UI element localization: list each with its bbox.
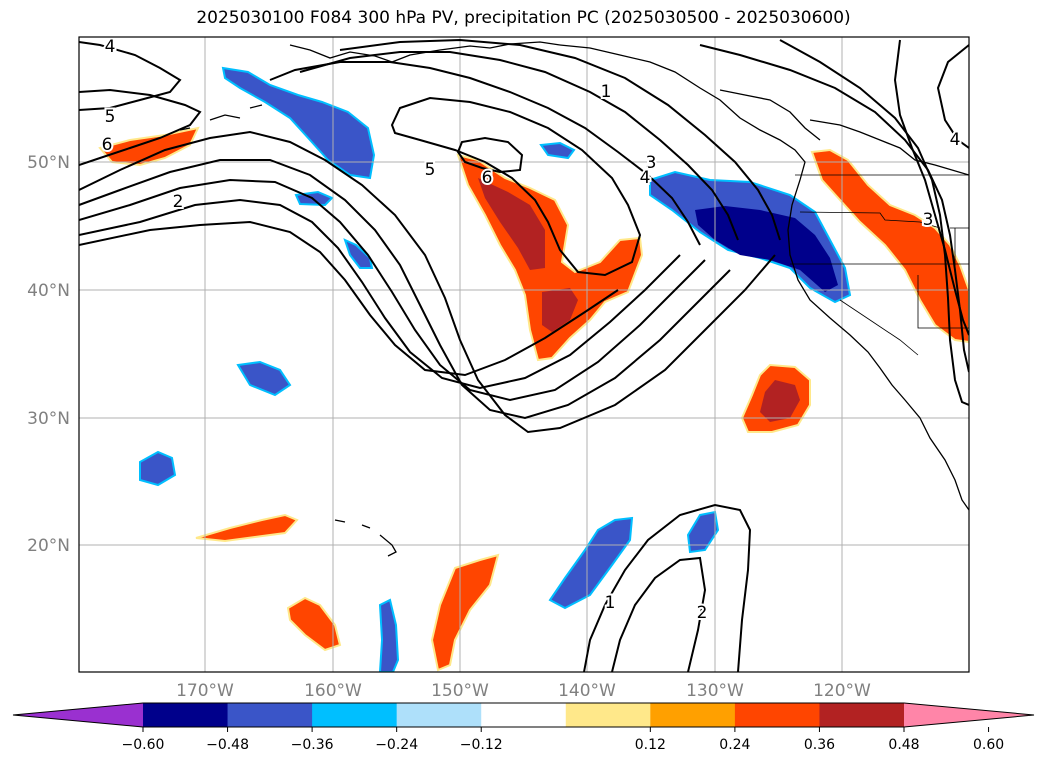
contour-label: 1 xyxy=(605,593,616,613)
lon-labels: 170°W 160°W 150°W 140°W 130°W 120°W xyxy=(176,681,871,701)
lon-label: 150°W xyxy=(431,681,489,701)
lat-label: 20°N xyxy=(27,536,70,556)
colorbar-segment xyxy=(565,703,651,727)
lon-label: 140°W xyxy=(558,681,616,701)
lat-label: 30°N xyxy=(27,409,70,429)
lat-labels: 50°N 40°N 30°N 20°N xyxy=(27,153,70,556)
precip-positive-region xyxy=(430,553,500,672)
precip-shading xyxy=(98,66,969,672)
colorbar-segment xyxy=(312,703,398,727)
lon-label: 120°W xyxy=(813,681,871,701)
contour-label: 2 xyxy=(697,603,708,623)
contour-labels: 4 5 6 2 5 6 1 3 4 4 3 1 2 xyxy=(100,37,963,625)
colorbar-extend-left xyxy=(13,703,143,727)
contour-label: 4 xyxy=(950,130,961,150)
colorbar-segment xyxy=(143,703,229,727)
colorbar-segment xyxy=(819,703,905,727)
colorbar-segment xyxy=(481,703,567,727)
colorbar-tick-label: 0.36 xyxy=(804,737,835,753)
contour-label: 6 xyxy=(482,168,493,188)
contour-label: 5 xyxy=(105,107,116,127)
map-title: 2025030100 F084 300 hPa PV, precipitatio… xyxy=(196,8,851,28)
colorbar-segment xyxy=(650,703,736,727)
colorbar-tick-label: 0.60 xyxy=(973,737,1004,753)
lat-label: 40°N xyxy=(27,281,70,301)
precip-negative-region xyxy=(236,360,292,397)
contour-label: 4 xyxy=(640,168,651,188)
gridlines xyxy=(79,37,969,672)
colorbar-tick-label: −0.12 xyxy=(460,737,503,753)
contour-label: 2 xyxy=(173,192,184,212)
political-borders xyxy=(790,174,969,356)
colorbar-extend-right xyxy=(904,703,1034,727)
precip-positive-region xyxy=(286,596,342,652)
contour-label: 3 xyxy=(923,210,934,230)
contour-label: 5 xyxy=(425,160,436,180)
contour-label: 4 xyxy=(105,37,116,57)
colorbar-tick-label: −0.36 xyxy=(291,737,334,753)
colorbar-segment xyxy=(396,703,482,727)
colorbar-tick-label: 0.24 xyxy=(719,737,750,753)
precip-positive-core xyxy=(760,380,800,422)
contour-label: 3 xyxy=(646,153,657,173)
map-frame xyxy=(78,36,970,673)
contour-label: 1 xyxy=(601,82,612,102)
map-area: 4 5 6 2 5 6 1 3 4 4 3 1 2 xyxy=(79,37,969,672)
colorbar-ticks: −0.60 −0.48 −0.36 −0.24 −0.12 0.12 0.24 0.36 0.4… xyxy=(122,727,1004,753)
lon-label: 160°W xyxy=(304,681,362,701)
precip-negative-region xyxy=(548,516,634,610)
precip-negative-region xyxy=(221,66,376,180)
precip-positive-core xyxy=(542,288,578,332)
colorbar-tick-label: −0.24 xyxy=(375,737,418,753)
colorbar-segment xyxy=(734,703,820,727)
contour-label: 6 xyxy=(102,135,113,155)
precip-positive-region xyxy=(195,513,299,543)
precip-positive-region xyxy=(98,126,200,167)
lat-label: 50°N xyxy=(27,153,70,173)
colorbar-tick-label: −0.48 xyxy=(206,737,249,753)
precip-negative-region xyxy=(539,141,576,160)
pv-contours xyxy=(79,38,969,672)
colorbar-segment xyxy=(227,703,313,727)
colorbar xyxy=(12,702,1035,728)
precip-positive-core xyxy=(478,178,545,270)
precip-negative-region xyxy=(378,598,400,672)
colorbar-tick-label: 0.12 xyxy=(635,737,666,753)
colorbar-tick-label: 0.48 xyxy=(888,737,919,753)
colorbar-tick-label: −0.60 xyxy=(122,737,165,753)
precip-negative-core xyxy=(695,206,838,292)
precip-negative-region xyxy=(139,450,177,487)
lon-label: 170°W xyxy=(176,681,234,701)
precip-negative-region xyxy=(343,238,374,269)
precip-negative-region xyxy=(686,510,720,554)
precip-positive-region xyxy=(810,148,969,344)
lon-label: 130°W xyxy=(686,681,744,701)
